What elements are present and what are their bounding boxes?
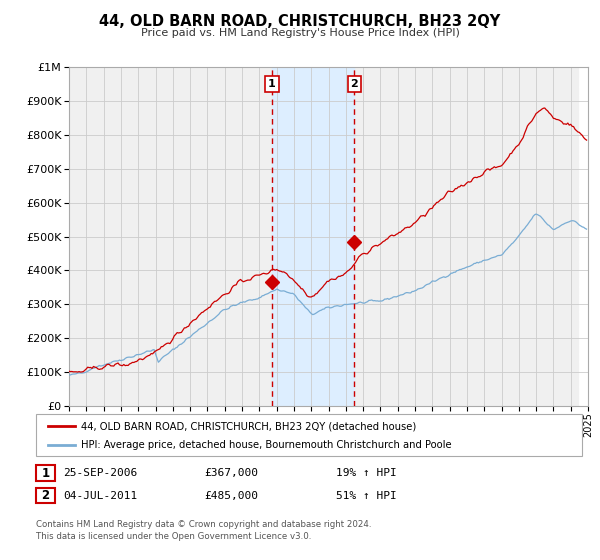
Text: This data is licensed under the Open Government Licence v3.0.: This data is licensed under the Open Gov… (36, 532, 311, 541)
Text: 19% ↑ HPI: 19% ↑ HPI (336, 468, 397, 478)
Bar (272, 67, 355, 406)
Text: 1: 1 (268, 79, 276, 89)
Text: 04-JUL-2011: 04-JUL-2011 (63, 491, 137, 501)
Text: 1: 1 (41, 466, 50, 480)
Text: Contains HM Land Registry data © Crown copyright and database right 2024.: Contains HM Land Registry data © Crown c… (36, 520, 371, 529)
Text: 2: 2 (350, 79, 358, 89)
Text: HPI: Average price, detached house, Bournemouth Christchurch and Poole: HPI: Average price, detached house, Bour… (81, 441, 452, 450)
Text: 51% ↑ HPI: 51% ↑ HPI (336, 491, 397, 501)
Text: 2: 2 (41, 489, 50, 502)
Bar (580, 67, 588, 406)
Text: 44, OLD BARN ROAD, CHRISTCHURCH, BH23 2QY (detached house): 44, OLD BARN ROAD, CHRISTCHURCH, BH23 2Q… (81, 421, 416, 431)
Text: 25-SEP-2006: 25-SEP-2006 (63, 468, 137, 478)
Text: £367,000: £367,000 (204, 468, 258, 478)
Text: Price paid vs. HM Land Registry's House Price Index (HPI): Price paid vs. HM Land Registry's House … (140, 28, 460, 38)
Text: 44, OLD BARN ROAD, CHRISTCHURCH, BH23 2QY: 44, OLD BARN ROAD, CHRISTCHURCH, BH23 2Q… (100, 14, 500, 29)
Text: £485,000: £485,000 (204, 491, 258, 501)
